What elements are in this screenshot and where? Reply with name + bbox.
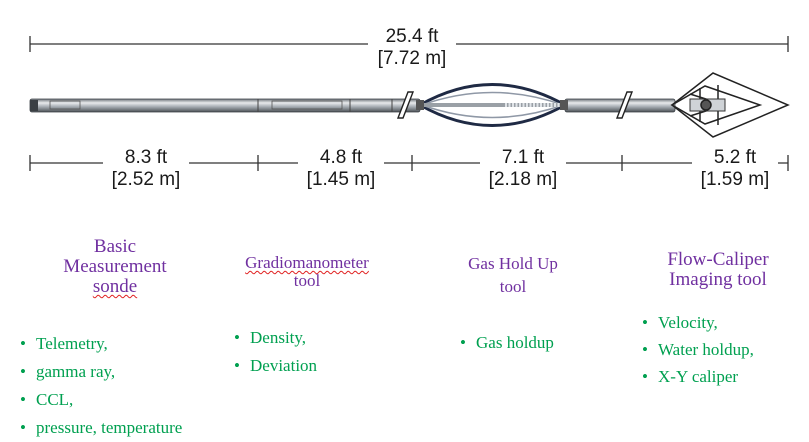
list-item: CCL, (20, 386, 182, 414)
total-length-m: [7.72 m] (377, 47, 447, 69)
list-item: Deviation (234, 352, 317, 380)
list-item: gamma ray, (20, 358, 182, 386)
measurement-list-flow-caliper: Velocity, Water holdup, X-Y caliper (642, 309, 754, 390)
list-item: Telemetry, (20, 330, 182, 358)
segment-length-m: [2.52 m] (111, 168, 181, 190)
break-mark (396, 91, 634, 119)
segment-length-ft: 7.1 ft (501, 147, 545, 168)
segment-length-ft: 5.2 ft (713, 147, 757, 168)
measurement-list-basic: Telemetry, gamma ray, CCL, pressure, tem… (20, 330, 182, 442)
tool-title-gradiomanometer: Gradiomanometer tool (245, 253, 369, 290)
segment-length-ft: 4.8 ft (319, 147, 363, 168)
list-item: Density, (234, 324, 317, 352)
tool-title-flow-caliper: Flow-Caliper Imaging tool (667, 249, 769, 290)
list-item: X-Y caliper (642, 363, 754, 390)
measurement-list-gradiomanometer: Density, Deviation (234, 324, 317, 380)
tool-title-basic-measurement-sonde: Basic Measurement sonde (63, 236, 167, 297)
segment-length-m: [1.45 m] (306, 168, 376, 190)
list-item: Velocity, (642, 309, 754, 336)
list-item: pressure, temperature (20, 414, 182, 442)
gas-holdup-cage (416, 83, 568, 127)
tool-title-gas-hold-up: Gas Hold Up tool (468, 254, 558, 296)
total-length-label: 25.4 ft [7.72 m] (368, 26, 456, 70)
segment-length-m: [2.18 m] (488, 168, 558, 190)
segment-length-label: 5.2 ft [1.59 m] (692, 147, 778, 191)
measurement-list-gas-holdup: Gas holdup (460, 330, 554, 356)
segment-length-label: 4.8 ft [1.45 m] (298, 147, 384, 191)
segment-length-label: 7.1 ft [2.18 m] (480, 147, 566, 191)
segment-length-label: 8.3 ft [2.52 m] (103, 147, 189, 191)
total-length-ft: 25.4 ft (385, 26, 439, 47)
tool-body (29, 98, 676, 113)
caliper-cage (670, 72, 790, 138)
list-item: Water holdup, (642, 336, 754, 363)
segment-length-ft: 8.3 ft (124, 147, 168, 168)
segment-length-m: [1.59 m] (700, 168, 770, 190)
list-item: Gas holdup (460, 330, 554, 356)
